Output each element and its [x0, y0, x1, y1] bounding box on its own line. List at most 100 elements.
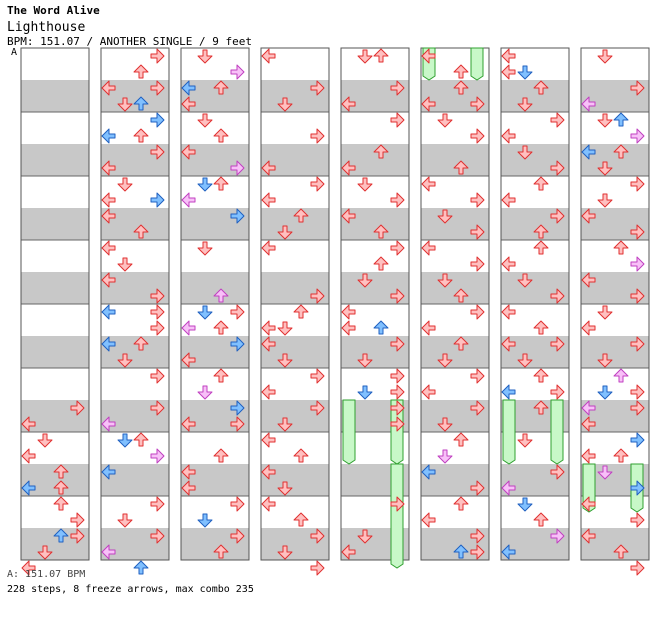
down-arrow-icon — [437, 273, 453, 288]
up-arrow-icon — [53, 464, 69, 479]
chart-stripe — [341, 80, 409, 96]
chart-stripe — [341, 352, 409, 368]
chart-stripe — [21, 224, 89, 240]
up-arrow-icon — [133, 224, 149, 239]
right-arrow-icon — [150, 80, 165, 96]
chart-column — [340, 47, 410, 561]
down-arrow-icon — [437, 353, 453, 368]
chart-stripe — [261, 384, 329, 400]
up-arrow-icon — [533, 176, 549, 191]
chart-stripe — [21, 112, 89, 128]
down-arrow-icon — [197, 177, 213, 192]
left-arrow-icon — [341, 320, 356, 336]
chart-stripe — [341, 160, 409, 176]
chart-stripe — [421, 144, 489, 160]
chart-stripe — [501, 112, 569, 128]
right-arrow-icon — [310, 528, 325, 544]
chart-stripe — [261, 528, 329, 544]
chart-stripe — [341, 384, 409, 400]
chart-stripe — [181, 48, 249, 64]
down-arrow-icon — [357, 177, 373, 192]
chart-stripe — [501, 256, 569, 272]
chart-stripe — [501, 288, 569, 304]
left-arrow-icon — [181, 320, 196, 336]
chart-stripe — [101, 368, 169, 384]
chart-stripe — [181, 64, 249, 80]
chart-stripe — [21, 192, 89, 208]
right-arrow-icon — [310, 288, 325, 304]
left-arrow-icon — [181, 464, 196, 480]
up-arrow-icon — [613, 448, 629, 463]
right-arrow-icon — [550, 336, 565, 352]
right-arrow-icon — [630, 336, 645, 352]
left-arrow-icon — [261, 320, 276, 336]
down-arrow-icon — [197, 49, 213, 64]
chart-stripe — [181, 304, 249, 320]
artist-name: The Word Alive — [7, 4, 100, 17]
chart-stripe — [581, 160, 649, 176]
down-arrow-icon — [517, 145, 533, 160]
chart-stripe — [181, 272, 249, 288]
down-arrow-icon — [117, 177, 133, 192]
chart-stripe — [101, 288, 169, 304]
chart-column-border — [340, 47, 410, 561]
chart-stripe — [501, 96, 569, 112]
chart-stripe — [581, 304, 649, 320]
right-arrow-icon — [550, 384, 565, 400]
chart-stripe — [261, 400, 329, 416]
left-arrow-icon — [181, 352, 196, 368]
chart-stripe — [581, 256, 649, 272]
right-arrow-icon — [150, 368, 165, 384]
right-arrow-icon — [630, 288, 645, 304]
chart-stripe — [181, 256, 249, 272]
down-arrow-icon — [437, 209, 453, 224]
chart-stripe — [261, 112, 329, 128]
down-arrow-icon — [117, 257, 133, 272]
down-arrow-icon — [37, 433, 53, 448]
chart-column — [260, 47, 330, 561]
chart-stripe — [261, 80, 329, 96]
chart-stripe — [421, 416, 489, 432]
left-arrow-icon — [421, 176, 436, 192]
chart-stripe — [181, 480, 249, 496]
left-arrow-icon — [581, 400, 596, 416]
down-arrow-icon — [597, 193, 613, 208]
right-arrow-icon — [550, 208, 565, 224]
left-arrow-icon — [341, 96, 356, 112]
chart-stripe — [581, 272, 649, 288]
chart-stripe — [21, 240, 89, 256]
chart-stripe — [421, 112, 489, 128]
left-arrow-icon — [181, 80, 196, 96]
down-arrow-icon — [517, 97, 533, 112]
up-arrow-icon — [213, 320, 229, 335]
left-arrow-icon — [261, 192, 276, 208]
chart-stripe — [181, 512, 249, 528]
right-arrow-icon — [390, 336, 405, 352]
chart-stripe — [421, 352, 489, 368]
down-arrow-icon — [597, 353, 613, 368]
right-arrow-icon — [310, 176, 325, 192]
up-arrow-icon — [133, 96, 149, 111]
chart-stripe — [21, 512, 89, 528]
down-arrow-icon — [517, 65, 533, 80]
left-arrow-icon — [181, 480, 196, 496]
up-arrow-icon — [213, 80, 229, 95]
chart-stripe — [501, 352, 569, 368]
up-arrow-icon — [613, 144, 629, 159]
chart-column-border — [100, 47, 170, 561]
up-arrow-icon — [293, 448, 309, 463]
up-arrow-icon — [373, 256, 389, 271]
chart-stripe — [341, 336, 409, 352]
chart-stripe — [181, 416, 249, 432]
up-arrow-icon — [213, 288, 229, 303]
chart-stripe — [501, 64, 569, 80]
right-arrow-icon — [230, 304, 245, 320]
down-arrow-icon — [597, 465, 613, 480]
left-arrow-icon — [101, 272, 116, 288]
left-arrow-icon — [261, 48, 276, 64]
down-arrow-icon — [357, 529, 373, 544]
chart-stripe — [421, 192, 489, 208]
up-arrow-icon — [533, 368, 549, 383]
chart-stripe — [501, 544, 569, 560]
chart-stripe — [581, 320, 649, 336]
